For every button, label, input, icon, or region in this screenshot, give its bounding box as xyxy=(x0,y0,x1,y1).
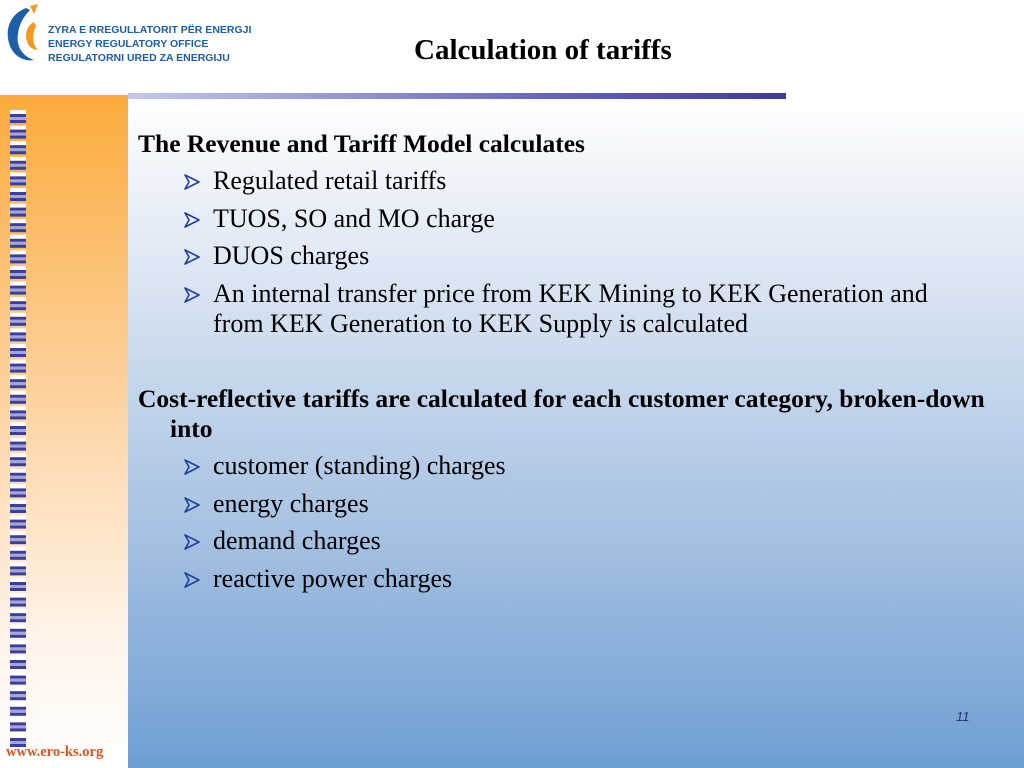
sidebar-square xyxy=(10,656,26,669)
bullet-list: Regulated retail tariffs TUOS, SO and MO … xyxy=(184,166,943,339)
footer-url: www.ero-ks.org xyxy=(6,744,104,760)
bullet-item: TUOS, SO and MO charge xyxy=(184,203,943,234)
sidebar-square xyxy=(10,734,26,747)
sidebar-square xyxy=(10,344,26,357)
content: The Revenue and Tariff Model calculates R… xyxy=(138,129,1008,639)
sidebar-square xyxy=(10,328,26,342)
bullet-text: energy charges xyxy=(213,488,369,518)
bullet-text: TUOS, SO and MO charge xyxy=(213,203,495,233)
bullet-item: DUOS charges xyxy=(184,241,943,271)
bullet-text: reactive power charges xyxy=(213,563,453,593)
sidebar-square xyxy=(10,390,26,404)
bullet-arrow xyxy=(184,534,200,550)
bullet-arrow xyxy=(184,459,200,475)
bullet-arrow xyxy=(184,286,200,303)
bullet-arrow xyxy=(184,571,200,588)
bullet-text: DUOS charges xyxy=(213,241,370,270)
sidebar-square xyxy=(10,250,26,264)
sidebar-square xyxy=(10,219,26,233)
sidebar-square xyxy=(10,156,26,170)
bullet-item: energy charges xyxy=(184,488,943,519)
sidebar-square xyxy=(10,624,26,638)
bullet-text: An internal transfer price from KEK Mini… xyxy=(213,278,928,338)
sidebar-square xyxy=(10,515,26,529)
bullet-item: An internal transfer price from KEK Mini… xyxy=(184,278,943,339)
sidebar-square xyxy=(10,375,26,389)
sidebar-square xyxy=(10,188,26,201)
sidebar-square xyxy=(10,453,26,467)
sidebar-square xyxy=(10,297,26,311)
sidebar-square xyxy=(10,406,26,420)
sidebar-square xyxy=(10,203,26,217)
sidebar-square xyxy=(10,546,26,560)
sidebar-square xyxy=(10,266,26,279)
sidebar-square xyxy=(10,468,26,482)
sidebar-square xyxy=(10,593,26,607)
sidebar-square xyxy=(10,172,26,186)
bullet-arrow xyxy=(184,211,200,228)
slide-title: Calculation of tariffs xyxy=(414,34,672,66)
title-rule xyxy=(128,93,786,99)
sidebar-pattern xyxy=(10,110,26,747)
org-name: REGULATORNI URED ZA ENERGIJU xyxy=(48,52,230,64)
bullet-item: reactive power charges xyxy=(184,563,943,594)
bullet-text: Regulated retail tariffs xyxy=(213,166,447,195)
sidebar-square xyxy=(10,484,26,498)
bullet-list: customer (standing) charges energy charge… xyxy=(184,451,943,594)
sidebar-square xyxy=(10,687,26,701)
bullet-text: demand charges xyxy=(213,526,381,555)
sidebar-square xyxy=(10,718,26,732)
sidebar-square xyxy=(10,110,26,123)
org-name: ZYRA E RREGULLATORIT PËR ENERGJI xyxy=(48,24,252,36)
bullet-arrow xyxy=(184,496,200,513)
sidebar-square xyxy=(10,500,26,513)
bullet-item: demand charges xyxy=(184,526,943,556)
sidebar-square xyxy=(10,671,26,685)
header-background xyxy=(0,0,1024,95)
sidebar-square xyxy=(10,640,26,654)
sidebar-square xyxy=(10,125,26,139)
sidebar-square xyxy=(10,359,26,373)
org-name: ENERGY REGULATORY OFFICE xyxy=(48,38,209,50)
sidebar-square xyxy=(10,234,26,248)
bullet-item: Regulated retail tariffs xyxy=(184,166,943,196)
sidebar-square xyxy=(10,531,26,545)
sidebar-square xyxy=(10,422,26,435)
sidebar-square xyxy=(10,141,26,155)
sidebar-square xyxy=(10,312,26,326)
sidebar-square xyxy=(10,578,26,591)
bullet-arrow xyxy=(184,249,200,265)
page-number: 11 xyxy=(956,709,970,724)
section-heading: Cost-reflective tariffs are calculated f… xyxy=(138,383,985,443)
bullet-text: customer (standing) charges xyxy=(213,451,506,480)
sidebar-square xyxy=(10,437,26,451)
logo xyxy=(7,4,38,61)
bullet-arrow xyxy=(184,174,200,190)
sidebar-square xyxy=(10,609,26,623)
section-heading: The Revenue and Tariff Model calculates xyxy=(138,129,585,158)
bullet-item: customer (standing) charges xyxy=(184,451,943,481)
sidebar-square xyxy=(10,281,26,295)
sidebar-square xyxy=(10,562,26,576)
sidebar-square xyxy=(10,702,26,716)
